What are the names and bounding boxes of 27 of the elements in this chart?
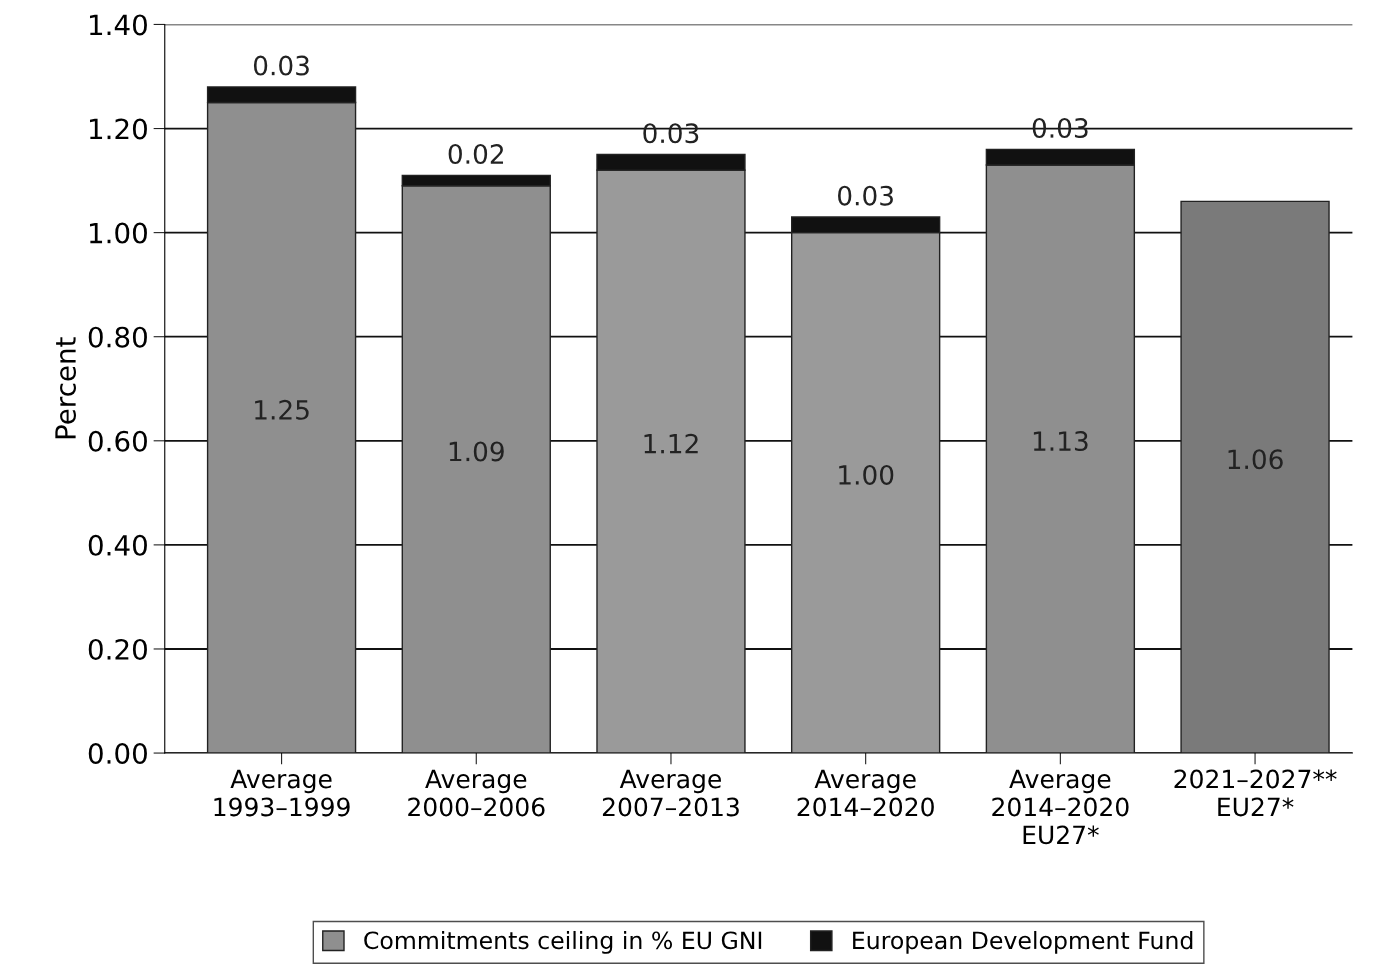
y-tick-label: 1.40 — [89, 14, 147, 36]
data-label: 1.12 — [644, 433, 698, 454]
data-label: 0.03 — [253, 55, 309, 76]
data-label: 0.03 — [838, 185, 893, 206]
x-tick-label: Average 2007–2013 — [602, 769, 739, 817]
data-label: 1.13 — [1033, 431, 1088, 452]
y-tick-label: 0.00 — [88, 743, 147, 765]
y-tick-label: 1.00 — [89, 222, 147, 244]
data-label: 1.00 — [839, 464, 894, 485]
legend-label: Commitments ceiling in % EU GNI — [364, 930, 762, 954]
x-tick-label: Average 1993–1999 — [214, 769, 350, 817]
x-tick-label: Average 2014–2020 EU27* — [992, 769, 1129, 845]
y-tick-label: 0.40 — [88, 534, 147, 556]
data-label: 1.25 — [255, 399, 309, 420]
data-label: 0.03 — [643, 123, 699, 144]
x-tick-label: Average 2000–2006 — [408, 769, 545, 817]
data-label: 1.09 — [449, 441, 504, 462]
y-tick-label: 1.20 — [89, 118, 147, 140]
x-tick-label: Average 2014–2020 — [797, 769, 934, 817]
data-label: 0.02 — [448, 144, 504, 165]
data-label: 1.06 — [1228, 449, 1283, 470]
y-tick-label: 0.80 — [88, 326, 147, 348]
y-axis-title: Percent — [55, 337, 76, 439]
y-tick-label: 0.60 — [88, 430, 147, 452]
y-tick-label: 0.20 — [88, 638, 147, 660]
x-tick-label: 2021–2027** EU27* — [1174, 769, 1337, 817]
legend-label: European Development Fund — [853, 930, 1193, 954]
